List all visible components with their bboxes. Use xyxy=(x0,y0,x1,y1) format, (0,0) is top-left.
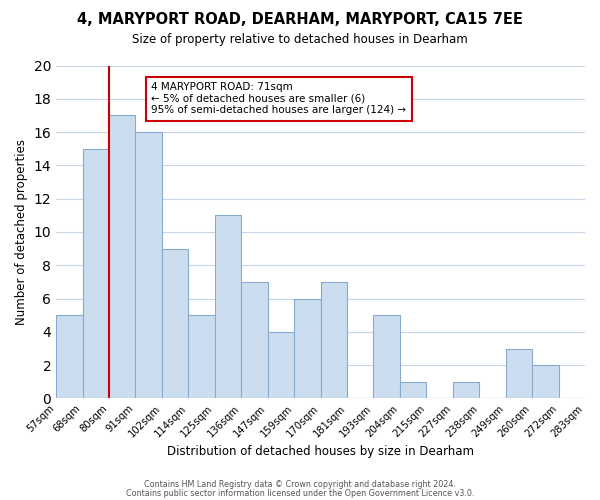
Bar xyxy=(320,282,347,399)
Bar xyxy=(215,216,241,398)
Text: 4 MARYPORT ROAD: 71sqm
← 5% of detached houses are smaller (6)
95% of semi-detac: 4 MARYPORT ROAD: 71sqm ← 5% of detached … xyxy=(151,82,406,116)
Bar xyxy=(532,365,559,398)
Bar xyxy=(56,315,83,398)
Y-axis label: Number of detached properties: Number of detached properties xyxy=(15,139,28,325)
Bar xyxy=(373,315,400,398)
Bar xyxy=(83,148,109,398)
Bar xyxy=(400,382,427,398)
Text: Contains public sector information licensed under the Open Government Licence v3: Contains public sector information licen… xyxy=(126,488,474,498)
Bar xyxy=(453,382,479,398)
Bar xyxy=(294,298,320,398)
Bar xyxy=(162,248,188,398)
Bar xyxy=(268,332,294,398)
Text: Size of property relative to detached houses in Dearham: Size of property relative to detached ho… xyxy=(132,32,468,46)
Bar xyxy=(109,116,136,399)
Bar xyxy=(241,282,268,399)
Bar xyxy=(506,348,532,399)
Text: Contains HM Land Registry data © Crown copyright and database right 2024.: Contains HM Land Registry data © Crown c… xyxy=(144,480,456,489)
Bar xyxy=(188,315,215,398)
X-axis label: Distribution of detached houses by size in Dearham: Distribution of detached houses by size … xyxy=(167,444,474,458)
Bar xyxy=(136,132,162,398)
Text: 4, MARYPORT ROAD, DEARHAM, MARYPORT, CA15 7EE: 4, MARYPORT ROAD, DEARHAM, MARYPORT, CA1… xyxy=(77,12,523,28)
